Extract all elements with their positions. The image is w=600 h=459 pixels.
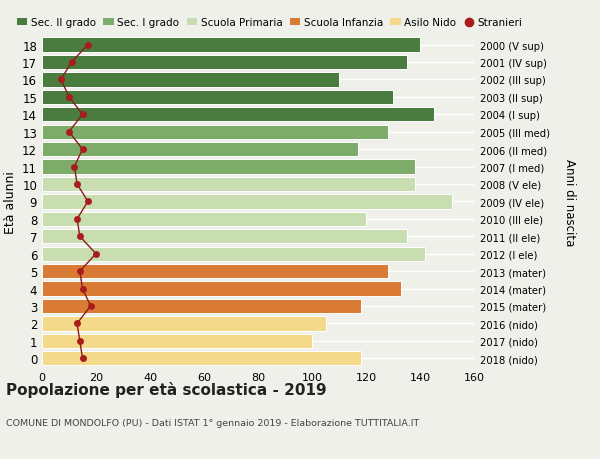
- Bar: [42, 212, 366, 226]
- Bar: [42, 73, 339, 87]
- Y-axis label: Anni di nascita: Anni di nascita: [563, 158, 577, 246]
- Bar: [42, 195, 452, 209]
- Bar: [42, 38, 420, 52]
- Bar: [42, 352, 361, 366]
- Bar: [42, 178, 415, 192]
- Bar: [42, 282, 401, 296]
- Text: Popolazione per età scolastica - 2019: Popolazione per età scolastica - 2019: [6, 381, 326, 397]
- Bar: [42, 317, 326, 331]
- Bar: [42, 125, 388, 140]
- Bar: [42, 299, 361, 313]
- Y-axis label: Età alunni: Età alunni: [4, 171, 17, 233]
- Bar: [42, 143, 358, 157]
- Bar: [42, 160, 415, 174]
- Bar: [42, 108, 434, 122]
- Bar: [42, 56, 407, 70]
- Bar: [42, 90, 393, 105]
- Text: COMUNE DI MONDOLFO (PU) - Dati ISTAT 1° gennaio 2019 - Elaborazione TUTTITALIA.I: COMUNE DI MONDOLFO (PU) - Dati ISTAT 1° …: [6, 418, 419, 427]
- Bar: [42, 264, 388, 279]
- Bar: [42, 230, 407, 244]
- Bar: [42, 247, 425, 261]
- Legend: Sec. II grado, Sec. I grado, Scuola Primaria, Scuola Infanzia, Asilo Nido, Stran: Sec. II grado, Sec. I grado, Scuola Prim…: [17, 18, 523, 28]
- Bar: [42, 334, 312, 348]
